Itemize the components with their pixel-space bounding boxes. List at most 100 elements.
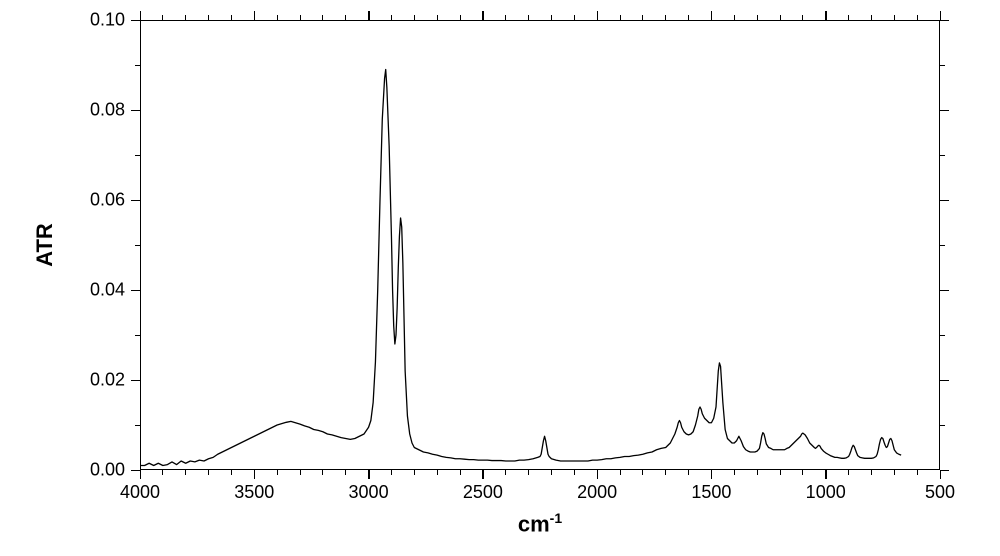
x-tick-minor [208, 15, 209, 20]
y-tick-minor [135, 245, 140, 246]
y-tick [940, 110, 949, 112]
y-tick [940, 20, 949, 22]
x-tick [940, 470, 942, 479]
y-tick-label: 0.02 [79, 370, 125, 391]
x-tick-label: 3000 [349, 482, 389, 503]
x-tick [825, 11, 827, 20]
x-tick-minor [551, 470, 552, 475]
x-tick-minor [734, 15, 735, 20]
y-tick [131, 110, 140, 112]
x-tick-minor [757, 470, 758, 475]
x-tick-minor [665, 470, 666, 475]
x-tick-minor [780, 15, 781, 20]
spectrum-svg [0, 0, 1000, 556]
x-tick-minor [437, 470, 438, 475]
x-axis-label: cm-1 [518, 510, 562, 537]
x-tick-label: 3500 [234, 482, 274, 503]
x-tick-minor [322, 470, 323, 475]
y-tick [131, 290, 140, 292]
x-tick [140, 470, 142, 479]
y-tick-minor [940, 245, 945, 246]
x-tick-minor [802, 470, 803, 475]
x-tick-minor [620, 470, 621, 475]
y-tick-label: 0.04 [79, 280, 125, 301]
x-tick-minor [414, 470, 415, 475]
x-tick-minor [574, 470, 575, 475]
x-tick-label: 1000 [806, 482, 846, 503]
y-tick-minor [135, 425, 140, 426]
x-tick-minor [391, 470, 392, 475]
x-tick [482, 11, 484, 20]
y-tick-label: 0.08 [79, 100, 125, 121]
x-tick-minor [460, 470, 461, 475]
x-tick-minor [414, 15, 415, 20]
y-tick-minor [135, 65, 140, 66]
x-tick-minor [277, 470, 278, 475]
x-tick [368, 11, 370, 20]
x-tick [597, 470, 599, 479]
x-tick-minor [871, 15, 872, 20]
y-tick [940, 200, 949, 202]
x-tick-minor [437, 15, 438, 20]
x-tick-minor [848, 15, 849, 20]
y-tick [940, 470, 949, 472]
x-tick-minor [300, 15, 301, 20]
x-tick-minor [391, 15, 392, 20]
y-tick [131, 200, 140, 202]
x-tick-minor [642, 470, 643, 475]
x-tick-minor [688, 470, 689, 475]
x-tick-minor [871, 470, 872, 475]
x-tick-minor [300, 470, 301, 475]
x-tick-minor [231, 15, 232, 20]
y-tick-label: 0.00 [79, 460, 125, 481]
x-tick-minor [802, 15, 803, 20]
y-tick-label: 0.06 [79, 190, 125, 211]
x-tick-label: 2500 [463, 482, 503, 503]
y-tick [131, 380, 140, 382]
x-tick-minor [162, 470, 163, 475]
x-tick [254, 470, 256, 479]
y-tick-minor [940, 335, 945, 336]
spectrum-line [140, 70, 901, 466]
x-tick-minor [551, 15, 552, 20]
x-tick-minor [277, 15, 278, 20]
x-tick [254, 11, 256, 20]
y-axis-label: ATR [32, 223, 58, 267]
x-tick [482, 470, 484, 479]
y-tick-minor [940, 425, 945, 426]
x-tick-minor [208, 470, 209, 475]
y-tick [131, 20, 140, 22]
x-tick-label: 1500 [691, 482, 731, 503]
x-tick-minor [345, 470, 346, 475]
x-tick-label: 500 [925, 482, 955, 503]
x-tick-minor [917, 470, 918, 475]
y-tick [131, 470, 140, 472]
x-tick-minor [917, 15, 918, 20]
x-tick [711, 11, 713, 20]
y-tick-label: 0.10 [79, 10, 125, 31]
x-tick-minor [574, 15, 575, 20]
x-tick-minor [185, 15, 186, 20]
x-tick [711, 470, 713, 479]
x-tick-minor [894, 15, 895, 20]
x-tick-minor [734, 470, 735, 475]
x-tick-minor [322, 15, 323, 20]
x-tick-label: 4000 [120, 482, 160, 503]
x-tick-minor [162, 15, 163, 20]
x-tick [825, 470, 827, 479]
x-tick-minor [460, 15, 461, 20]
y-tick-minor [940, 155, 945, 156]
x-tick-label: 2000 [577, 482, 617, 503]
y-tick [940, 380, 949, 382]
y-tick [940, 290, 949, 292]
x-tick-minor [345, 15, 346, 20]
x-tick-minor [528, 15, 529, 20]
x-tick-minor [505, 15, 506, 20]
x-tick-minor [665, 15, 666, 20]
x-tick-minor [688, 15, 689, 20]
x-tick-minor [848, 470, 849, 475]
x-tick-minor [505, 470, 506, 475]
x-tick-minor [894, 470, 895, 475]
x-tick-minor [757, 15, 758, 20]
x-tick [597, 11, 599, 20]
